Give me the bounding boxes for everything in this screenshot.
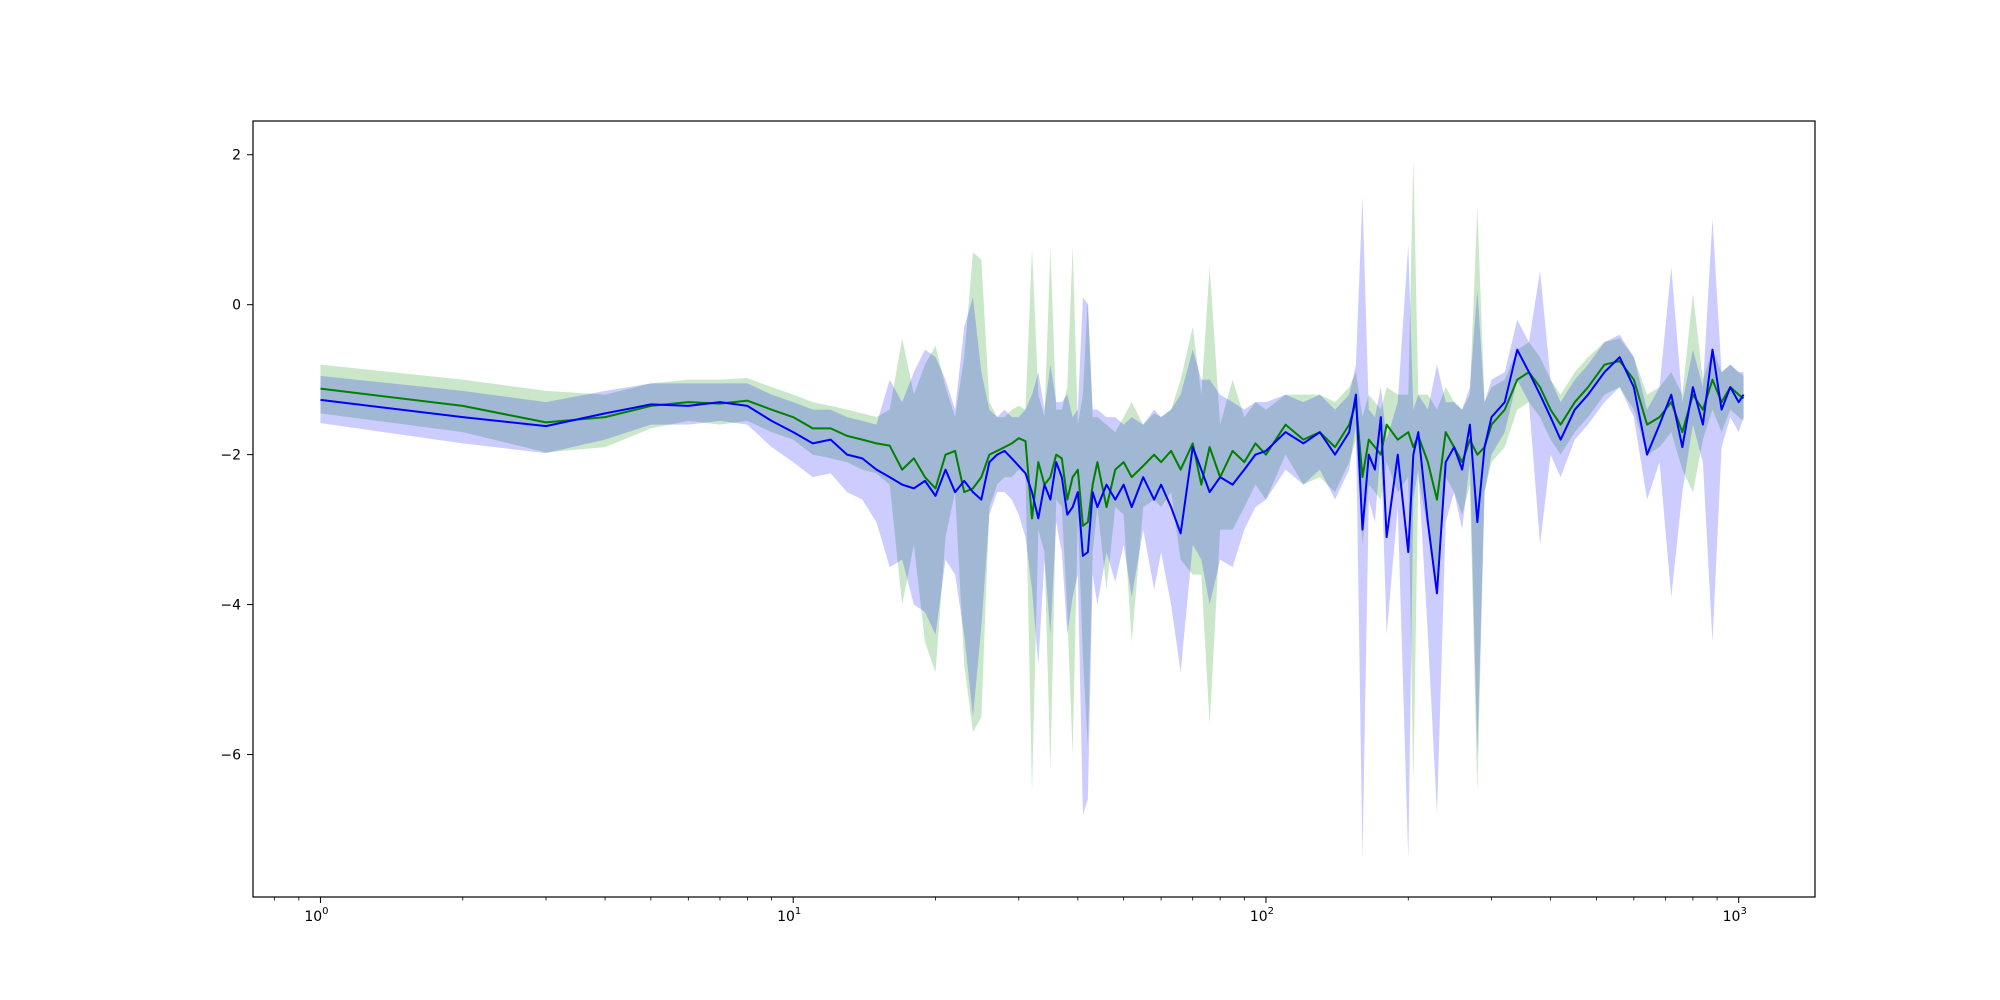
series-0-line xyxy=(320,359,1745,527)
y-tick-label: 2 xyxy=(232,148,241,164)
y-axis: 2 0 −2 −4 −6 xyxy=(220,148,253,764)
x-tick-label: 101 xyxy=(777,906,801,925)
y-tick-label: −4 xyxy=(220,598,241,614)
x-tick-base: 10 xyxy=(777,909,795,925)
x-tick-exponent: 1 xyxy=(795,906,801,917)
x-tick-label: 100 xyxy=(304,906,328,925)
series-0-band xyxy=(320,158,1744,793)
x-tick-exponent: 0 xyxy=(322,906,328,917)
y-tick-label: −2 xyxy=(220,448,241,464)
x-tick-exponent: 2 xyxy=(1268,906,1274,917)
series-lines xyxy=(320,348,1745,595)
x-tick-exponent: 3 xyxy=(1740,906,1746,917)
x-axis: 100 101 102 103 xyxy=(274,897,1747,925)
x-tick-label: 103 xyxy=(1723,906,1747,925)
x-tick-base: 10 xyxy=(304,909,322,925)
y-tick-label: −6 xyxy=(220,748,241,764)
y-tick-label: 0 xyxy=(232,298,241,314)
x-tick-base: 10 xyxy=(1723,909,1741,925)
series-1-line xyxy=(320,348,1745,595)
plot-frame xyxy=(252,120,1816,898)
x-tick-base: 10 xyxy=(1250,909,1268,925)
x-tick-label: 102 xyxy=(1250,906,1274,925)
confidence-bands xyxy=(320,158,1744,860)
series-1-band xyxy=(320,195,1744,860)
